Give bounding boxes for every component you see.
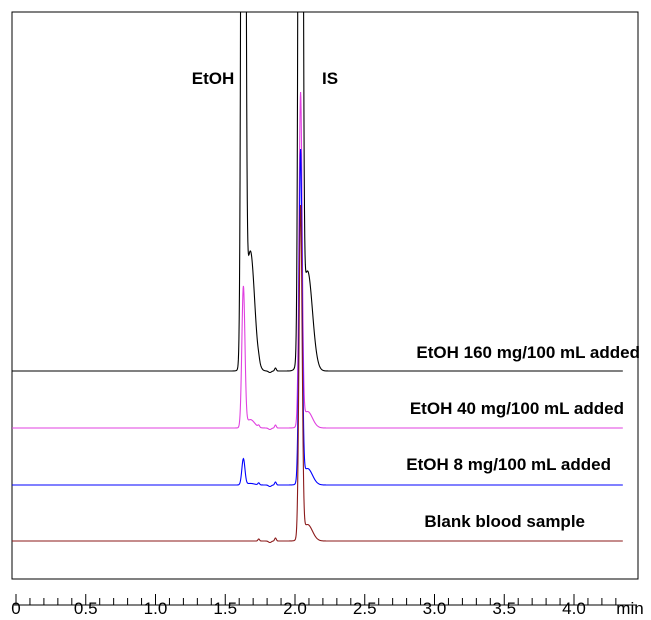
x-tick-label: 3.5 — [492, 599, 516, 618]
x-tick-label: 4.0 — [562, 599, 586, 618]
x-tick-label: 1.0 — [144, 599, 168, 618]
trace-3 — [12, 149, 623, 488]
trace-label-3: EtOH 8 mg/100 mL added — [406, 455, 611, 474]
x-tick-label: 0.5 — [74, 599, 98, 618]
x-tick-label: 3.0 — [423, 599, 447, 618]
trace-2 — [12, 92, 623, 431]
trace-label-2: EtOH 40 mg/100 mL added — [410, 399, 624, 418]
x-tick-label: 2.0 — [283, 599, 307, 618]
x-tick-label: 2.5 — [353, 599, 377, 618]
x-tick-label: 1.5 — [213, 599, 237, 618]
x-tick-label: 0 — [11, 599, 20, 618]
x-axis-unit: min — [616, 599, 643, 618]
peak-label-etoh: EtOH — [192, 69, 235, 88]
trace-4 — [12, 205, 623, 544]
peak-label-is: IS — [322, 69, 338, 88]
trace-1 — [12, 12, 623, 374]
plot-frame — [11, 11, 639, 580]
trace-label-4: Blank blood sample — [424, 512, 585, 531]
trace-label-1: EtOH 160 mg/100 mL added — [416, 343, 640, 362]
